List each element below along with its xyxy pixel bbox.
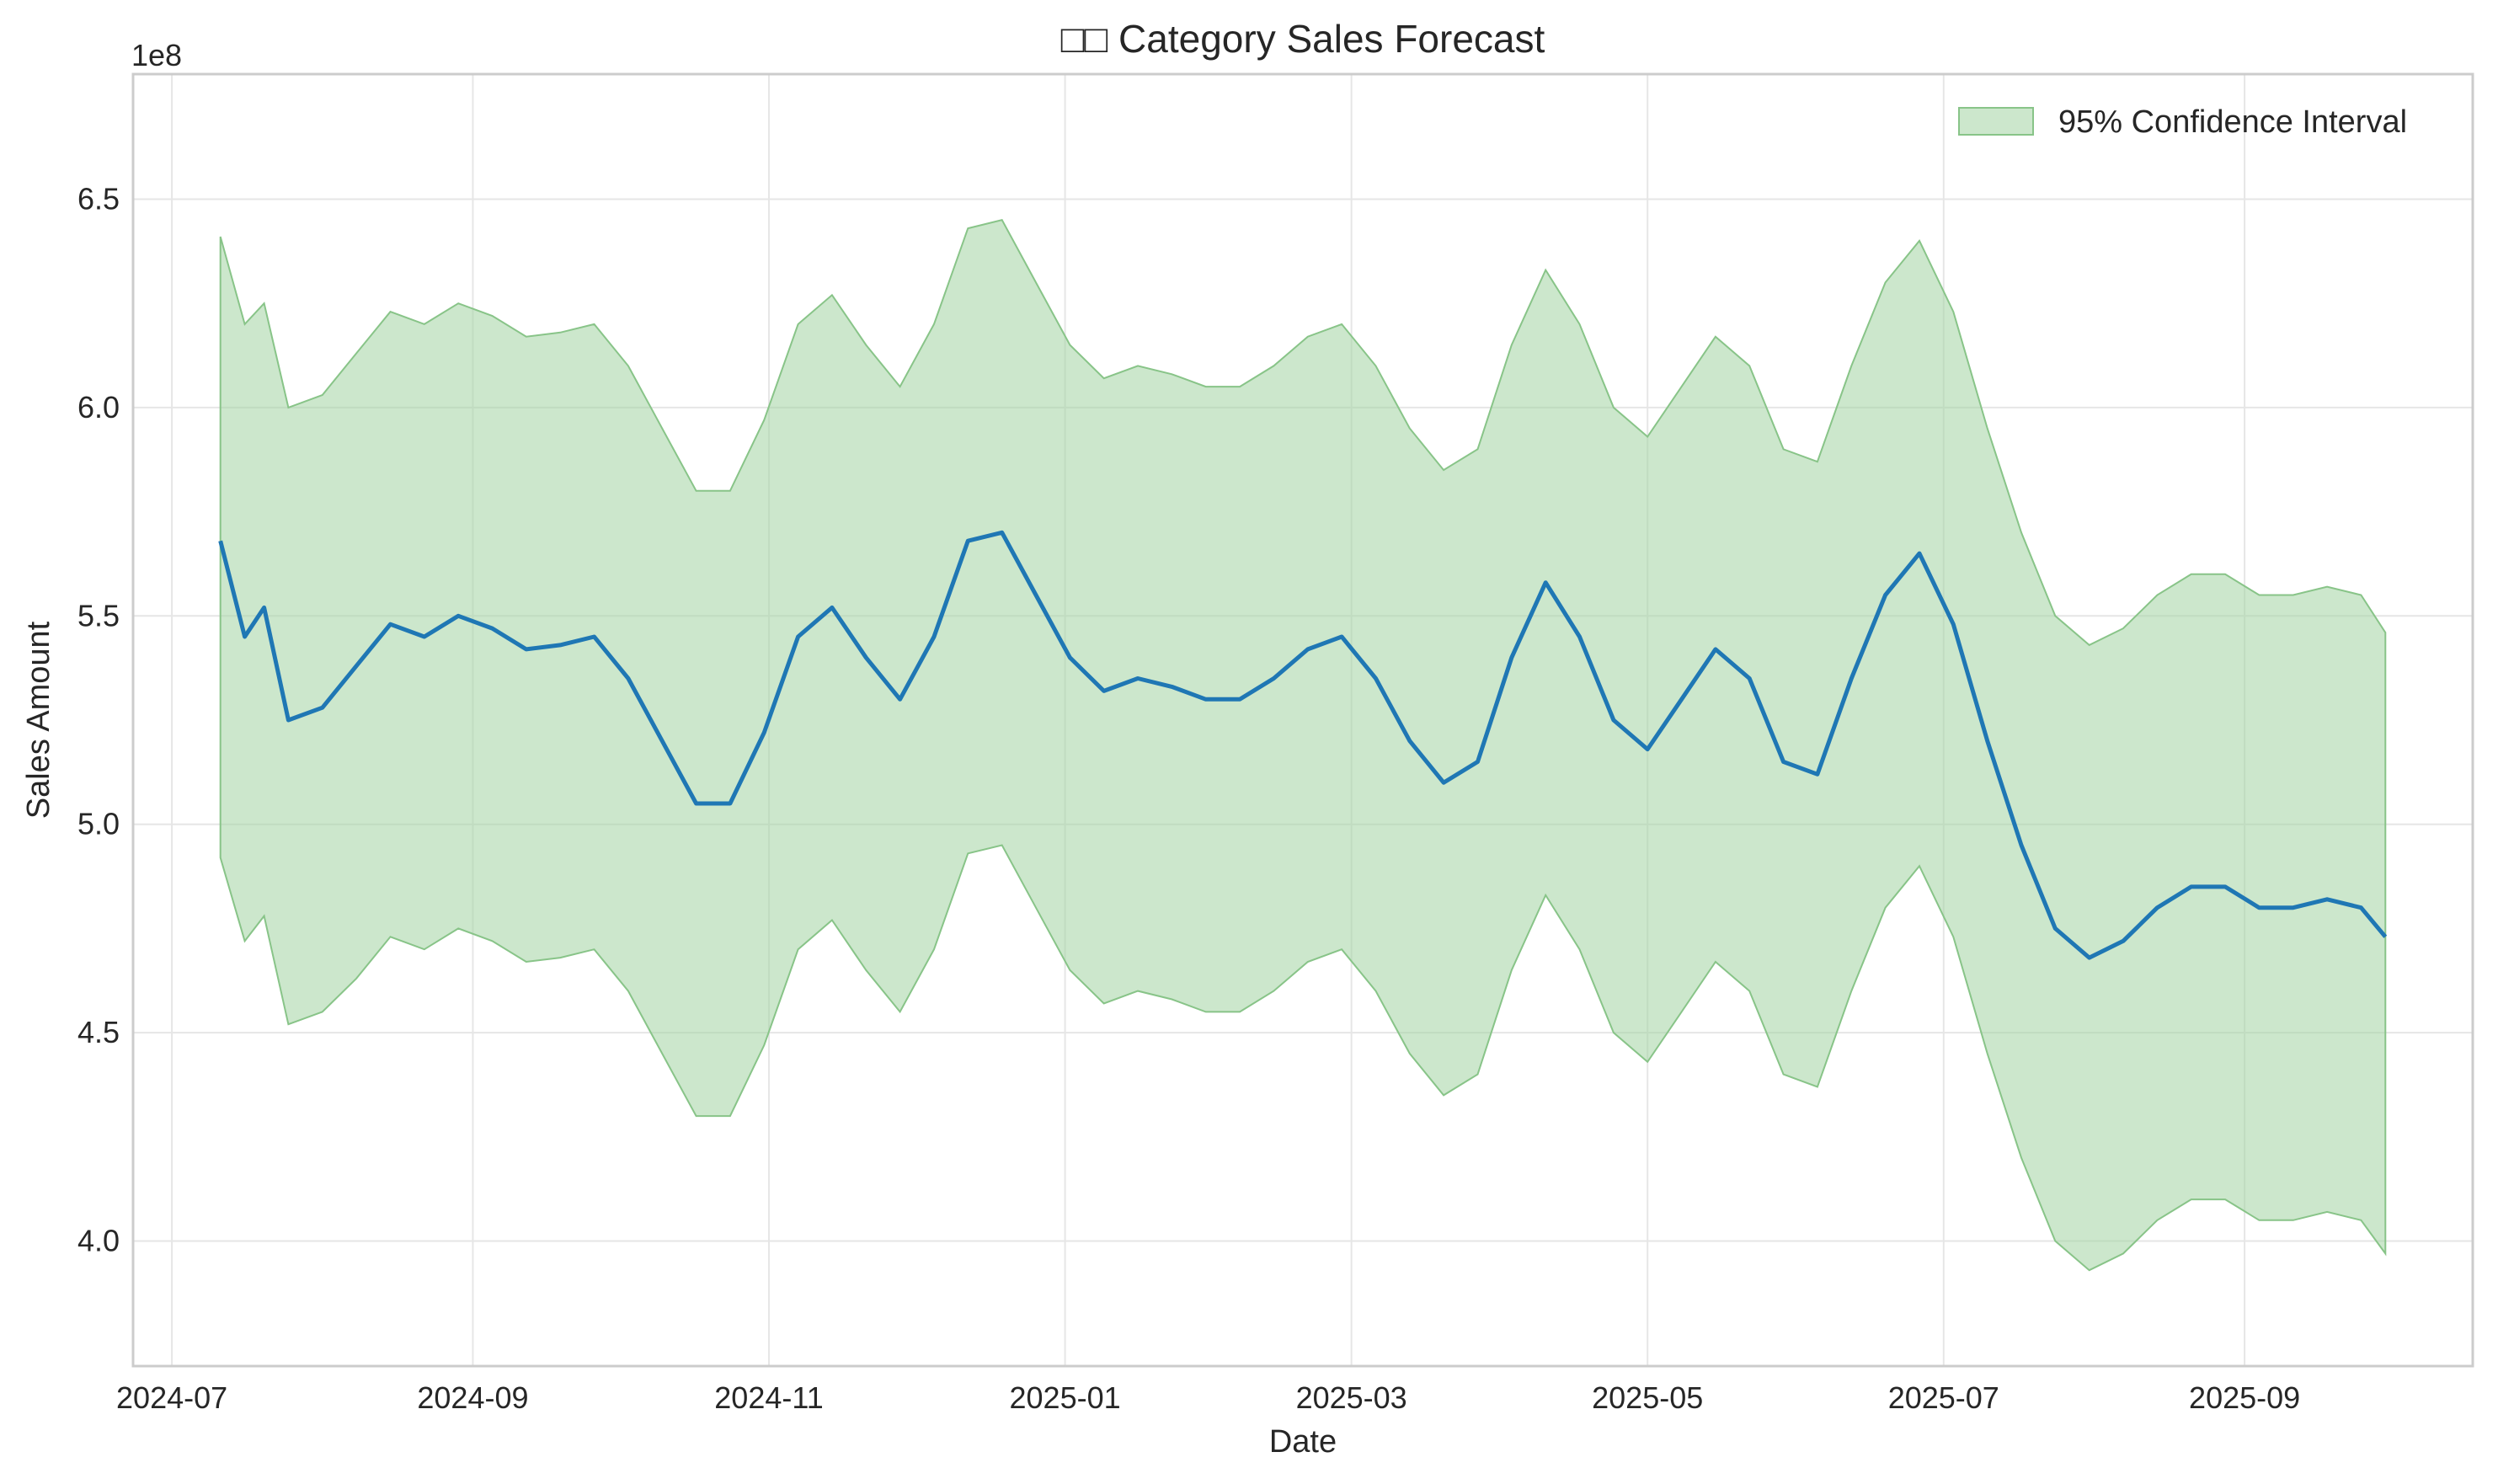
x-tick-label: 2025-09 — [2189, 1380, 2300, 1415]
y-tick-label: 4.0 — [77, 1224, 120, 1258]
y-tick-label: 4.5 — [77, 1015, 120, 1049]
chart-title: □□ Category Sales Forecast — [1061, 17, 1545, 61]
x-tick-label: 2025-01 — [1010, 1380, 1121, 1415]
legend: 95% Confidence Interval — [1958, 104, 2407, 140]
y-tick-label: 6.0 — [77, 390, 120, 424]
x-tick-labels: 2024-07 2024-09 2024-11 2025-01 2025-03 2025-… — [116, 1380, 2300, 1415]
x-tick-label: 2025-05 — [1592, 1380, 1703, 1415]
y-tick-label: 5.0 — [77, 807, 120, 841]
x-tick-label: 2024-07 — [116, 1380, 227, 1415]
y-axis-label: Sales Amount — [21, 621, 56, 819]
legend-label-confidence-interval: 95% Confidence Interval — [2058, 104, 2407, 140]
x-tick-label: 2025-07 — [1888, 1380, 1999, 1415]
x-tick-label: 2025-03 — [1296, 1380, 1407, 1415]
forecast-line — [218, 530, 2388, 960]
x-tick-label: 2024-09 — [417, 1380, 528, 1415]
y-tick-labels: 4.0 4.5 5.0 5.5 6.0 6.5 — [77, 181, 120, 1257]
plot-area-frame — [131, 72, 2474, 1368]
x-axis-label: Date — [1269, 1424, 1337, 1460]
legend-swatch-confidence-interval — [1958, 107, 2034, 136]
y-tick-label: 6.5 — [77, 181, 120, 216]
x-tick-label: 2024-11 — [714, 1380, 823, 1415]
y-tick-label: 5.5 — [77, 598, 120, 633]
confidence-interval-band — [219, 219, 2387, 1272]
y-offset-label: 1e8 — [131, 38, 182, 72]
